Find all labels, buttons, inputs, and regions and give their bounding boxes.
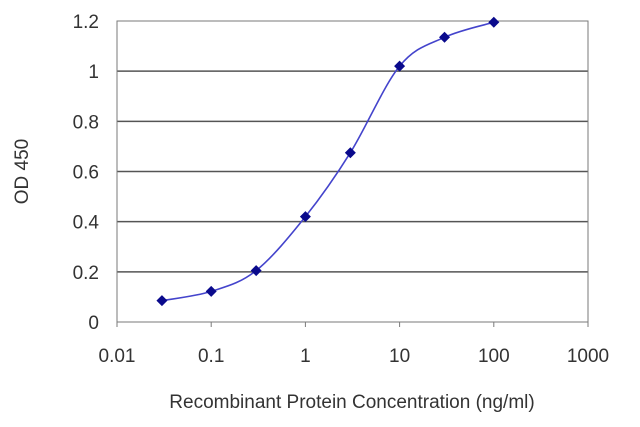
y-tick-label: 0.2 — [73, 263, 99, 284]
data-point-marker — [156, 295, 168, 307]
y-tick-label: 0.8 — [73, 112, 99, 133]
x-tick-label: 10 — [389, 346, 410, 367]
grid-lines — [117, 70, 588, 273]
data-point-marker — [439, 31, 451, 43]
y-tick-label: 0.4 — [73, 213, 100, 234]
data-point-marker — [344, 147, 356, 159]
plot-area — [116, 20, 589, 323]
y-tick-labels: 0 0.2 0.4 0.6 0.8 1 1.2 — [73, 12, 100, 334]
data-point-marker — [488, 16, 500, 28]
data-point-marker — [250, 265, 262, 277]
data-point-marker — [299, 211, 311, 223]
series-group — [156, 16, 500, 307]
y-tick-label: 1.2 — [73, 12, 99, 33]
y-tick-label: 1 — [88, 62, 99, 83]
y-tick-label: 0.6 — [73, 163, 99, 184]
series-line-0 — [161, 21, 495, 302]
x-tick-label: 0.01 — [99, 346, 136, 367]
x-tick-label: 1 — [300, 346, 311, 367]
x-tick-label: 100 — [478, 346, 510, 367]
data-point-marker — [394, 60, 406, 72]
x-axis-title: Recombinant Protein Concentration (ng/ml… — [169, 392, 534, 413]
y-tick-label: 0 — [88, 313, 99, 334]
data-point-marker — [205, 285, 217, 297]
x-tick-labels: 0.01 0.1 1 10 100 1000 — [99, 322, 609, 367]
x-tick-label: 1000 — [567, 346, 609, 367]
x-tick-label: 0.1 — [198, 346, 224, 367]
y-axis-title: OD 450 — [12, 139, 33, 204]
